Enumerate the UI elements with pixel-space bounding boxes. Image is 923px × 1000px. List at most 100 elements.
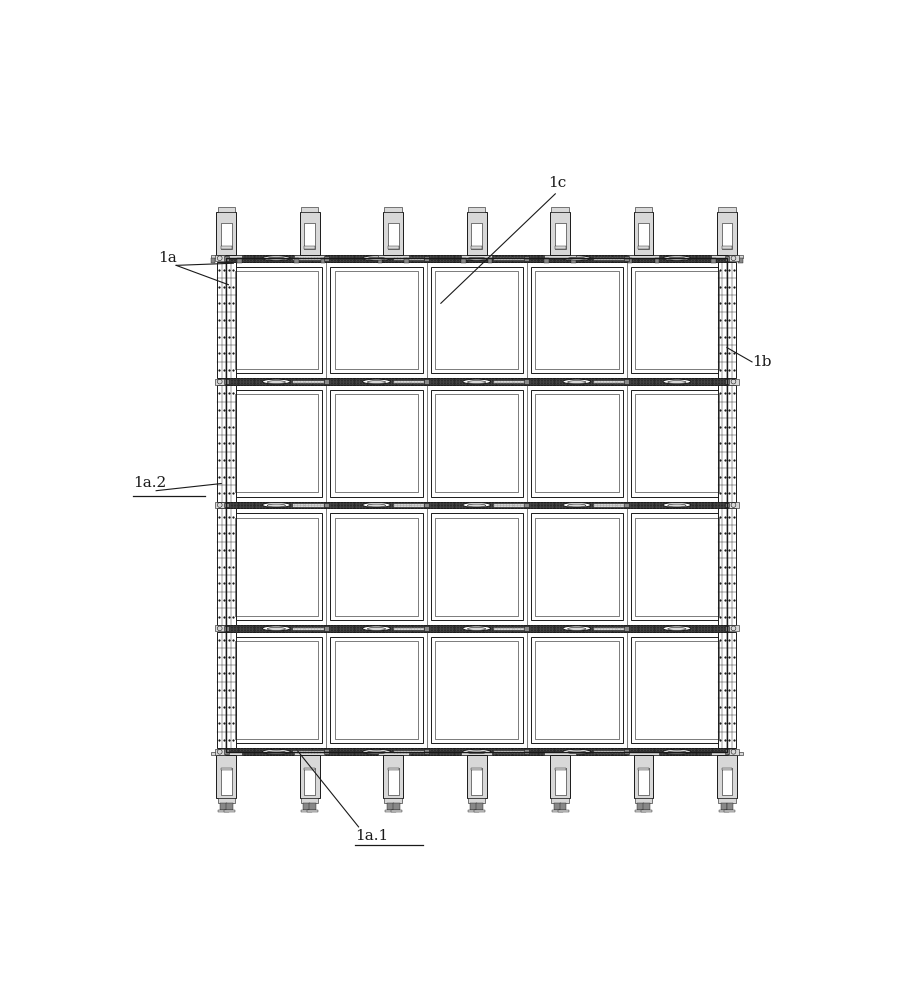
Bar (593, 503, 625, 507)
Bar (728, 749, 738, 755)
Ellipse shape (468, 751, 485, 754)
Bar (226, 803, 233, 810)
Bar (722, 223, 733, 249)
Bar (493, 380, 524, 383)
Ellipse shape (568, 751, 586, 754)
Bar (324, 503, 329, 507)
Bar (718, 810, 729, 812)
Bar (335, 641, 418, 739)
Bar (210, 255, 242, 258)
Ellipse shape (367, 751, 386, 754)
Bar (476, 803, 483, 810)
Bar (435, 271, 519, 369)
Bar (388, 768, 399, 770)
Ellipse shape (563, 749, 591, 754)
Bar (531, 267, 623, 373)
Bar (378, 752, 409, 755)
Ellipse shape (268, 381, 285, 384)
Bar (301, 798, 318, 803)
Bar (320, 258, 325, 263)
Bar (383, 755, 403, 798)
Bar (467, 212, 486, 255)
Bar (524, 503, 529, 507)
Bar (425, 749, 429, 754)
Bar (217, 385, 235, 502)
Bar (230, 267, 322, 373)
Ellipse shape (668, 751, 686, 754)
Bar (551, 798, 569, 803)
Bar (555, 223, 566, 249)
Ellipse shape (468, 381, 485, 384)
Ellipse shape (268, 751, 285, 754)
Bar (728, 379, 738, 385)
Bar (535, 641, 618, 739)
Bar (210, 258, 215, 263)
Bar (392, 803, 400, 810)
Bar (593, 627, 625, 630)
Bar (224, 626, 229, 631)
Bar (712, 752, 743, 755)
Bar (294, 258, 299, 263)
Bar (385, 207, 402, 212)
Bar (635, 641, 719, 739)
Ellipse shape (563, 256, 591, 261)
Bar (221, 768, 232, 795)
Ellipse shape (668, 504, 686, 507)
Bar (524, 626, 529, 631)
Bar (387, 803, 393, 810)
Bar (234, 271, 318, 369)
Bar (738, 258, 743, 263)
Bar (300, 755, 319, 798)
Bar (425, 503, 429, 507)
Bar (554, 803, 560, 810)
Bar (571, 258, 576, 263)
Bar (234, 641, 318, 739)
Bar (230, 513, 322, 620)
Bar (234, 518, 318, 616)
Bar (293, 380, 324, 383)
Bar (633, 212, 653, 255)
Ellipse shape (367, 627, 386, 630)
Bar (555, 768, 566, 770)
Ellipse shape (268, 257, 285, 260)
Ellipse shape (468, 257, 485, 260)
Bar (293, 503, 324, 507)
Bar (218, 798, 235, 803)
Bar (385, 798, 402, 803)
Ellipse shape (462, 379, 491, 384)
Ellipse shape (262, 626, 291, 631)
Bar (330, 637, 423, 743)
Bar (217, 632, 235, 748)
Bar (216, 212, 236, 255)
Bar (383, 212, 403, 255)
Bar (535, 518, 618, 616)
Bar (638, 246, 649, 249)
Ellipse shape (568, 381, 586, 384)
Bar (470, 803, 477, 810)
Ellipse shape (668, 257, 686, 260)
Ellipse shape (563, 626, 591, 631)
Bar (392, 503, 425, 507)
Bar (468, 207, 485, 212)
Bar (214, 379, 225, 385)
Ellipse shape (468, 504, 485, 507)
Bar (301, 207, 318, 212)
Bar (531, 637, 623, 743)
Bar (725, 379, 729, 384)
Bar (471, 768, 482, 770)
Bar (435, 641, 519, 739)
Ellipse shape (262, 379, 291, 384)
Ellipse shape (363, 503, 390, 507)
Bar (218, 207, 235, 212)
Bar (309, 803, 316, 810)
Bar (430, 390, 522, 497)
Bar (388, 223, 399, 249)
Ellipse shape (363, 379, 390, 384)
Text: 1a.2: 1a.2 (133, 476, 166, 490)
Bar (210, 752, 242, 755)
Bar (638, 768, 649, 795)
Bar (638, 223, 649, 249)
Bar (378, 255, 409, 258)
Ellipse shape (462, 503, 491, 507)
Bar (593, 750, 625, 753)
